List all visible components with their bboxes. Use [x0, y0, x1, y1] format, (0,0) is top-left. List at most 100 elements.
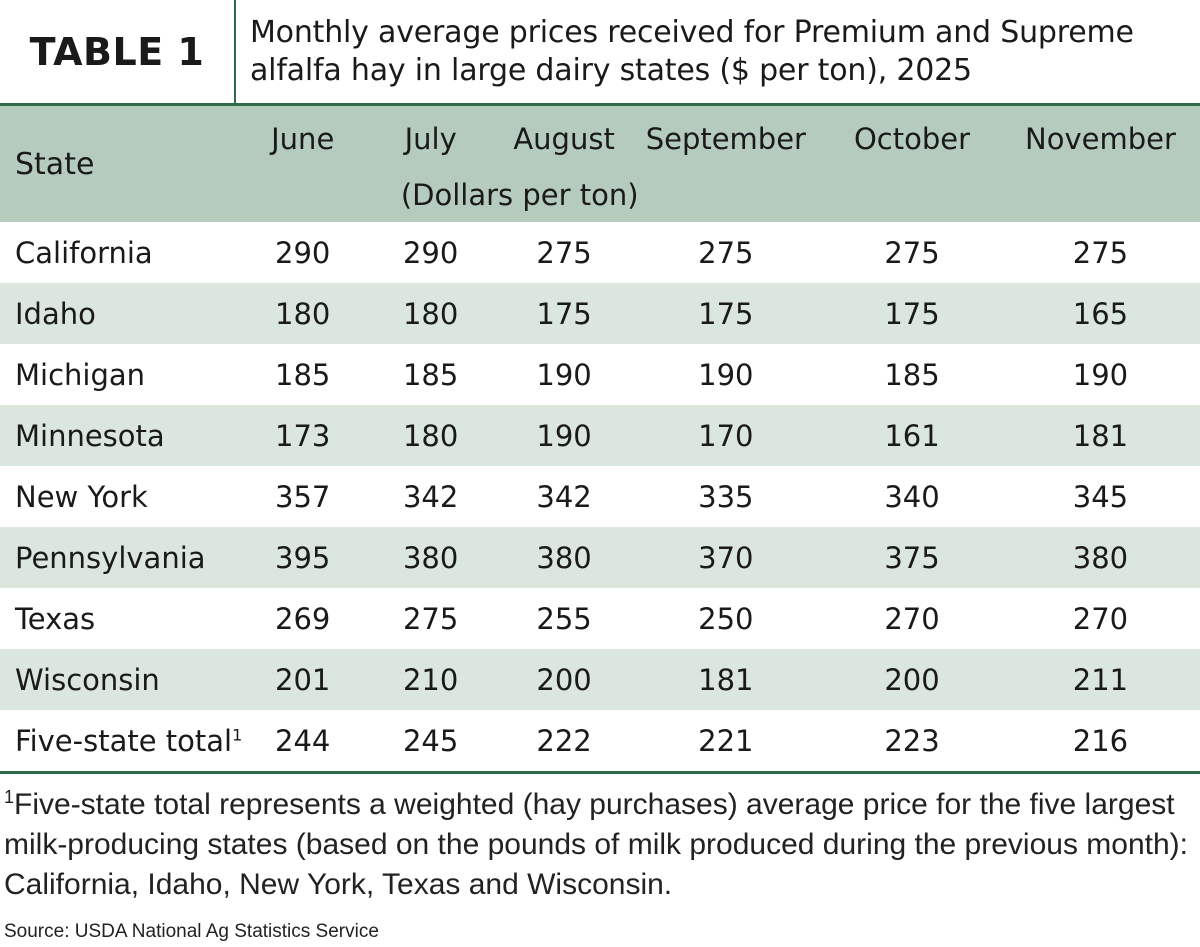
price-cell: 181	[1010, 405, 1200, 466]
price-cell: 345	[1010, 466, 1200, 527]
footnote-mark: 1	[4, 787, 15, 807]
price-cell: 269	[243, 588, 372, 649]
month-header-july: July	[371, 106, 500, 168]
price-cell: 275	[823, 222, 1011, 283]
price-cell: 357	[243, 466, 372, 527]
table-row: Five-state total1 244 245 222 221 223 216	[0, 710, 1200, 774]
month-header-june: June	[243, 106, 372, 168]
state-cell: Wisconsin	[0, 649, 244, 710]
price-cell: 380	[371, 527, 500, 588]
price-cell: 335	[638, 466, 824, 527]
table-label: TABLE 1	[0, 0, 236, 103]
state-name: Idaho	[15, 296, 96, 331]
state-cell: Idaho	[0, 283, 244, 344]
table-row: Texas 269 275 255 250 270 270	[0, 588, 1200, 649]
footnote-text: Five-state total represents a weighted (…	[4, 788, 1188, 901]
state-cell: New York	[0, 466, 244, 527]
price-cell: 185	[243, 344, 372, 405]
price-cell: 380	[1010, 527, 1200, 588]
table-row: Wisconsin 201 210 200 181 200 211	[0, 649, 1200, 710]
table-row: Idaho 180 180 175 175 175 165	[0, 283, 1200, 344]
price-cell: 161	[823, 405, 1011, 466]
price-cell: 395	[243, 527, 372, 588]
price-cell: 216	[1010, 710, 1200, 774]
month-header-november: November	[1010, 106, 1200, 168]
price-cell: 185	[371, 344, 500, 405]
price-cell: 180	[371, 283, 500, 344]
price-cell: 342	[499, 466, 639, 527]
price-cell: 200	[499, 649, 639, 710]
price-cell: 244	[243, 710, 372, 774]
column-header-row: State June July August September October…	[0, 106, 1200, 222]
price-cell: 190	[638, 344, 824, 405]
state-cell: Michigan	[0, 344, 244, 405]
state-name: Wisconsin	[15, 662, 160, 697]
price-cell: 180	[371, 405, 500, 466]
price-cell: 275	[371, 588, 500, 649]
state-column-header: State	[0, 106, 244, 222]
state-name: Texas	[15, 601, 96, 636]
source-note: Source: USDA National Ag Statistics Serv…	[4, 921, 379, 942]
month-header-august: August	[499, 106, 639, 168]
state-name: Michigan	[15, 357, 146, 392]
state-cell: Five-state total1	[0, 710, 244, 774]
price-cell: 170	[638, 405, 824, 466]
price-cell: 201	[243, 649, 372, 710]
table-row: New York 357 342 342 335 340 345	[0, 466, 1200, 527]
price-cell: 270	[823, 588, 1011, 649]
footnote-reference: 1	[232, 724, 243, 744]
price-cell: 190	[1010, 344, 1200, 405]
price-cell: 180	[243, 283, 372, 344]
state-cell: Pennsylvania	[0, 527, 244, 588]
price-cell: 275	[638, 222, 824, 283]
price-cell: 290	[243, 222, 372, 283]
price-table: State June July August September October…	[0, 106, 1200, 774]
price-cell: 185	[823, 344, 1011, 405]
price-cell: 375	[823, 527, 1011, 588]
price-cell: 275	[1010, 222, 1200, 283]
unit-row: (Dollars per ton)	[0, 168, 1200, 222]
price-cell: 255	[499, 588, 639, 649]
state-name: Minnesota	[15, 418, 165, 453]
table-title: Monthly average prices received for Prem…	[250, 15, 1134, 88]
state-name: Five-state total	[15, 723, 233, 758]
price-cell: 211	[1010, 649, 1200, 710]
price-cell: 245	[371, 710, 500, 774]
price-cell: 370	[638, 527, 824, 588]
price-cell: 190	[499, 405, 639, 466]
price-cell: 200	[823, 649, 1011, 710]
state-name: California	[15, 235, 153, 270]
table-body: California 290 290 275 275 275 275 Idaho 180 180 1…	[0, 222, 1200, 774]
price-cell: 223	[823, 710, 1011, 774]
price-cell: 222	[499, 710, 639, 774]
table-header: TABLE 1 Monthly average prices received …	[0, 0, 1200, 106]
table-row: Michigan 185 185 190 190 185 190	[0, 344, 1200, 405]
price-cell: 190	[499, 344, 639, 405]
price-cell: 210	[371, 649, 500, 710]
unit-label: (Dollars per ton)	[243, 168, 639, 222]
footnote: 1Five-state total represents a weighted …	[4, 785, 1196, 905]
state-name: New York	[15, 479, 148, 514]
price-cell: 270	[1010, 588, 1200, 649]
price-cell: 175	[823, 283, 1011, 344]
price-cell: 181	[638, 649, 824, 710]
state-cell: Minnesota	[0, 405, 244, 466]
price-cell: 165	[1010, 283, 1200, 344]
state-name: Pennsylvania	[15, 540, 206, 575]
state-cell: California	[0, 222, 244, 283]
table-row: California 290 290 275 275 275 275	[0, 222, 1200, 283]
price-cell: 275	[499, 222, 639, 283]
price-cell: 175	[638, 283, 824, 344]
price-cell: 175	[499, 283, 639, 344]
month-header-october: October	[823, 106, 1011, 168]
table-row: Pennsylvania 395 380 380 370 375 380	[0, 527, 1200, 588]
price-cell: 250	[638, 588, 824, 649]
price-cell: 340	[823, 466, 1011, 527]
price-cell: 173	[243, 405, 372, 466]
table-row: Minnesota 173 180 190 170 161 181	[0, 405, 1200, 466]
price-cell: 342	[371, 466, 500, 527]
month-header-september: September	[638, 106, 824, 168]
price-cell: 290	[371, 222, 500, 283]
price-cell: 380	[499, 527, 639, 588]
state-cell: Texas	[0, 588, 244, 649]
